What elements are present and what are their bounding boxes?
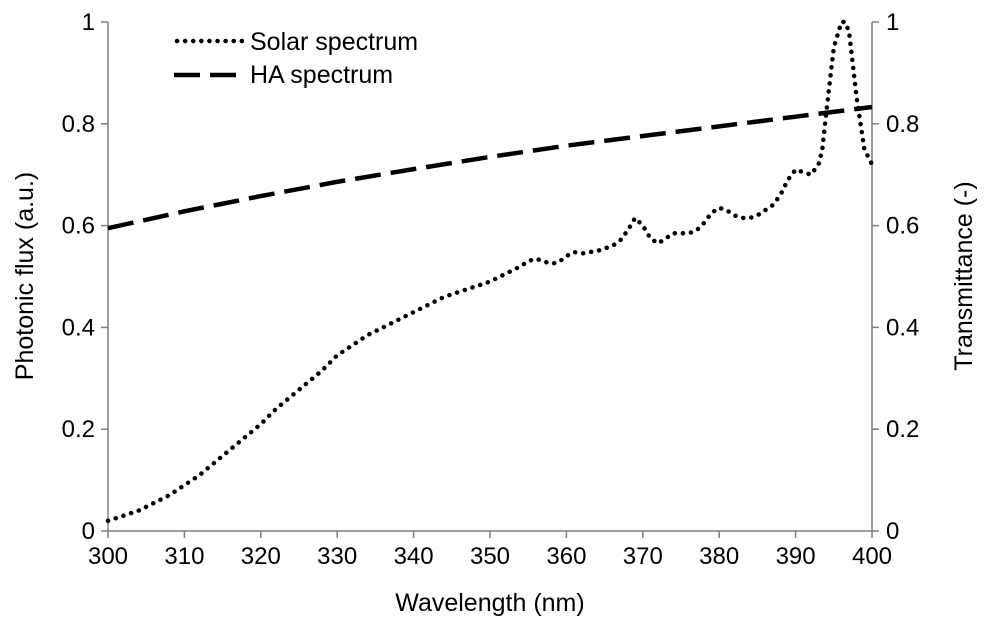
x-tick-label: 320	[241, 543, 281, 570]
x-tick-label: 350	[470, 543, 510, 570]
x-tick-label: 390	[776, 543, 816, 570]
x-tick-labels: 300 310 320 330 340 350 360 370 380 390 400	[88, 543, 892, 570]
legend: Solar spectrum HA spectrum	[174, 28, 418, 89]
series-ha-spectrum-line	[107, 104, 873, 231]
left-y-tick-label: 0	[82, 518, 95, 545]
right-y-tick-label: 1	[886, 9, 899, 36]
series-solar-spectrum-line	[105, 19, 875, 524]
x-tick-label: 310	[164, 543, 204, 570]
axis-ticks	[101, 21, 879, 538]
right-y-tick-label: 0.6	[886, 213, 919, 240]
right-y-tick-label: 0.8	[886, 111, 919, 138]
left-y-tick-label: 0.2	[62, 416, 95, 443]
legend-label-ha-spectrum: HA spectrum	[250, 61, 393, 89]
right-y-tick-label: 0	[886, 518, 899, 545]
x-tick-label: 300	[88, 543, 128, 570]
left-y-tick-label: 1	[82, 9, 95, 36]
x-tick-label: 370	[623, 543, 663, 570]
left-y-axis-title: Photonic flux (a.u.)	[11, 172, 39, 380]
x-axis-title: Wavelength (nm)	[395, 589, 584, 617]
left-y-tick-label: 0.4	[62, 314, 95, 341]
legend-label-solar-spectrum: Solar spectrum	[250, 28, 418, 56]
right-y-axis-title: Transmittance (-)	[950, 181, 978, 370]
x-tick-label: 360	[546, 543, 586, 570]
left-y-tick-label: 0.8	[62, 111, 95, 138]
x-tick-label: 400	[852, 543, 892, 570]
right-y-tick-label: 0.4	[886, 314, 919, 341]
x-tick-label: 340	[394, 543, 434, 570]
left-y-tick-label: 0.6	[62, 213, 95, 240]
right-y-tick-label: 0.2	[886, 416, 919, 443]
right-y-tick-labels: 0 0.2 0.4 0.6 0.8 1	[886, 9, 919, 545]
left-y-tick-labels: 0 0.2 0.4 0.6 0.8 1	[62, 9, 95, 545]
x-tick-label: 380	[699, 543, 739, 570]
x-tick-label: 330	[317, 543, 357, 570]
